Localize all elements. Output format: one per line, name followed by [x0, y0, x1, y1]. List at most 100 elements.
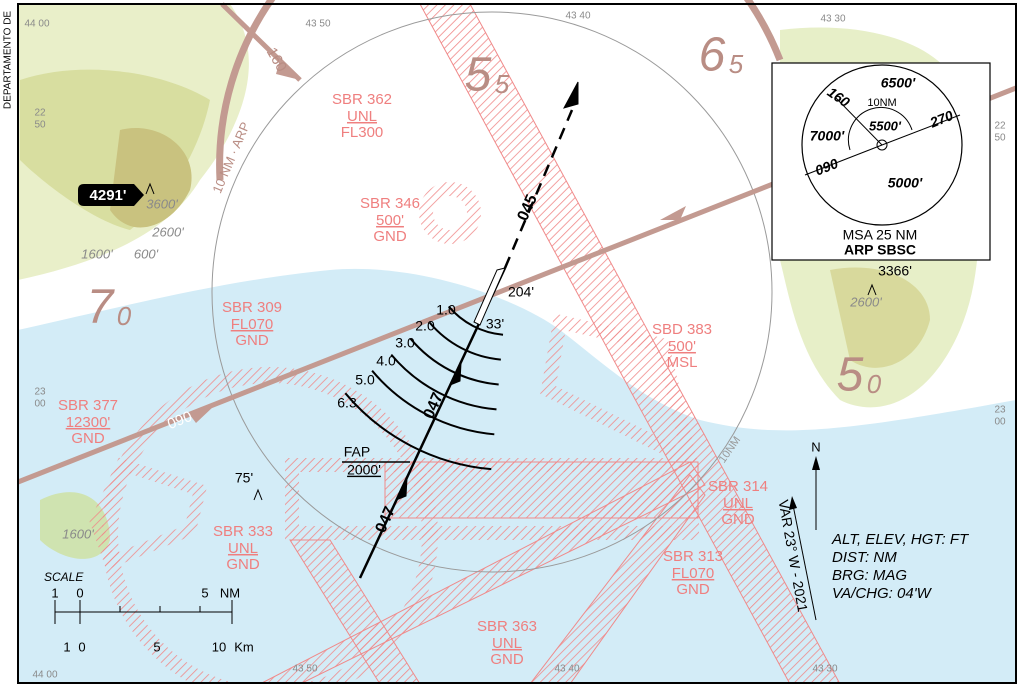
grid-label: 00 — [994, 417, 1006, 428]
dme-label: 6.3 — [337, 395, 357, 411]
grid-label: 43 40 — [554, 664, 579, 675]
magnetic-arrow — [791, 499, 817, 621]
airspace-lower: GND — [373, 228, 407, 245]
airspace-upper: 12300' — [66, 414, 111, 431]
airspace-name: SBR 333 — [213, 523, 273, 540]
dme-label: 3.0 — [395, 335, 415, 351]
dme-arc — [447, 305, 504, 336]
msa-reference: ARP SBSC — [844, 242, 916, 258]
msa-altitude: 5500' — [869, 118, 902, 133]
airspace-lower: GND — [226, 556, 260, 573]
airspace-lower: GND — [490, 651, 524, 668]
airspace-upper: 500' — [668, 338, 696, 355]
radial-arrow — [190, 406, 214, 423]
magnetic-arrowhead — [789, 496, 797, 510]
edge-label: DEPARTAMENTO DE — [3, 11, 14, 109]
airspace-upper: UNL — [347, 108, 377, 125]
airspace-polygon — [89, 457, 208, 570]
fap-altitude: 2000' — [347, 462, 381, 478]
airspace-name: SBR 362 — [332, 91, 392, 108]
sector-altitude: 5 — [837, 349, 864, 402]
dme-arc — [428, 321, 501, 361]
elevation: 2600' — [151, 224, 184, 239]
airspace-ring — [419, 182, 481, 244]
airspace-lower: MSL — [667, 354, 698, 371]
airspace-name: SBD 383 — [652, 321, 712, 338]
sector-altitude-sub: 5 — [729, 49, 744, 79]
grid-label: 43 30 — [812, 664, 837, 675]
airspace-upper: FL070 — [672, 565, 715, 582]
north-label: N — [811, 439, 820, 454]
scale-bar — [54, 600, 233, 624]
airspace-strip — [289, 539, 421, 684]
radial-arrow — [276, 60, 300, 80]
grid-label: 00 — [34, 399, 46, 410]
scale-label: Km — [234, 639, 254, 654]
track-arrow — [394, 477, 408, 501]
arp-ring — [216, 0, 784, 181]
airspace-name: SBR 377 — [58, 397, 118, 414]
sector-altitude: 7 — [87, 281, 116, 334]
elevation: 2600' — [849, 294, 882, 309]
grid-label: 44 00 — [24, 19, 49, 30]
runway — [473, 267, 506, 326]
airspace-name: SBR 309 — [222, 299, 282, 316]
dme-label: 4.0 — [376, 353, 396, 369]
scale-label: 1 — [63, 639, 70, 654]
dme-arc — [371, 370, 495, 436]
land-terrain — [40, 492, 110, 559]
grid-label: 22 — [34, 108, 46, 119]
sector-altitude-sub: 0 — [867, 369, 882, 399]
restricted-areas — [89, 3, 841, 684]
airspace-name: SBR 346 — [360, 195, 420, 212]
sector-altitude: 6 — [699, 29, 726, 82]
msa-altitude: 6500' — [881, 75, 916, 91]
scale-label: 1 — [51, 585, 58, 600]
msa-inner-label: 10NM — [867, 97, 896, 109]
airspace-upper: 500' — [376, 212, 404, 229]
grid-label: 44 00 — [32, 670, 57, 681]
grid-label: 43 50 — [305, 19, 330, 30]
grid-label: 23 — [994, 405, 1006, 416]
elevation: 1600' — [62, 526, 94, 541]
grid-label: 22 — [994, 121, 1006, 132]
airspace-name: SBR 363 — [477, 618, 537, 635]
msa-divider — [804, 144, 883, 176]
north-arrowhead — [812, 456, 820, 470]
elevation: 600' — [134, 246, 159, 261]
msa-divider — [834, 96, 883, 146]
msa-divider — [881, 114, 961, 146]
msa-altitude: 5000' — [888, 175, 923, 191]
elevation: 1600' — [81, 246, 113, 261]
airspace-lower: GND — [235, 332, 269, 349]
airspace-polygon — [540, 313, 701, 473]
sector-altitude: 5 — [465, 49, 492, 102]
grid-label: 50 — [994, 133, 1006, 144]
frame — [17, 3, 1017, 684]
airspace-strip — [529, 474, 706, 684]
dme-arc — [409, 337, 499, 386]
elevation-flag — [78, 184, 144, 206]
grid-label: 23 — [34, 387, 46, 398]
scale-label: NM — [220, 585, 240, 600]
dme-label: 5.0 — [355, 372, 375, 388]
elevation: 75' — [235, 470, 253, 486]
dme-label: 2.0 — [415, 318, 435, 334]
elevation: 3600' — [146, 196, 178, 211]
airspace-lower: FL300 — [341, 124, 384, 141]
range-ring — [211, 11, 773, 573]
dme-arc — [344, 392, 492, 471]
elevation: 33' — [486, 316, 504, 332]
sector-altitude-sub: 0 — [117, 301, 132, 331]
airspace-name: SBR 314 — [708, 478, 768, 495]
arp-symbol — [876, 139, 888, 151]
approach — [342, 81, 579, 579]
peak — [867, 283, 877, 296]
track-arrow — [562, 81, 579, 109]
msa-altitude: 7000' — [810, 128, 845, 144]
scale-label: 0 — [78, 639, 85, 654]
note: BRG: MAG — [832, 567, 907, 584]
grid-label: 43 40 — [565, 11, 590, 22]
scale-title: SCALE — [44, 570, 84, 584]
grid-label: 43 50 — [292, 664, 317, 675]
